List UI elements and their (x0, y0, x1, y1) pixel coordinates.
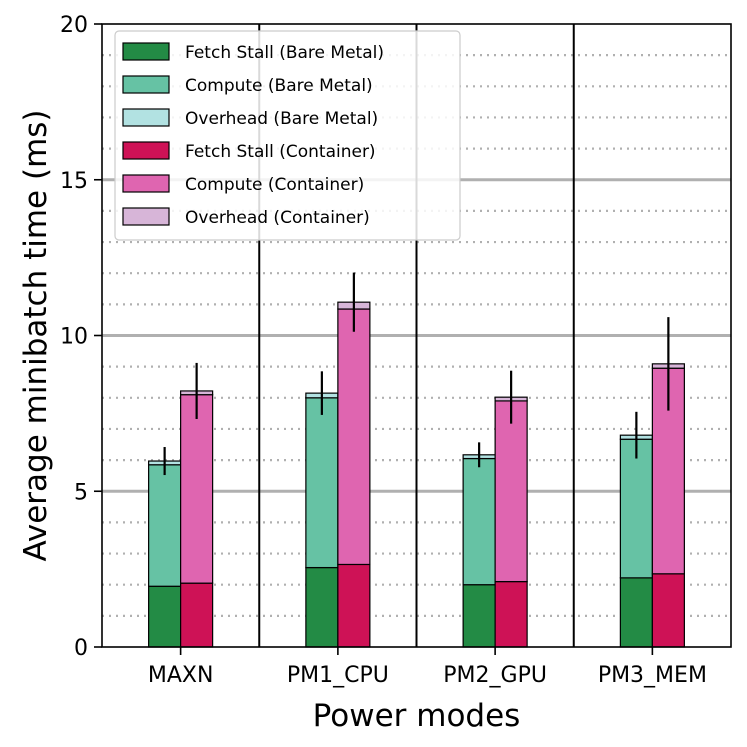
bar-fetch-stall-bare-metal (148, 585, 182, 648)
legend-swatch (122, 207, 170, 226)
x-tick-label: PM1_CPU (287, 663, 389, 688)
legend: Fetch Stall (Bare Metal) Compute (Bare Me… (114, 30, 461, 241)
y-tick-label: 20 (60, 13, 88, 38)
bar-fetch-stall-bare-metal (619, 577, 653, 648)
bar-compute-bare-metal (462, 457, 496, 586)
legend-box (114, 30, 461, 241)
legend-label: Compute (Container) (185, 175, 364, 195)
x-axis-title: Power modes (313, 698, 521, 734)
y-tick-label: 0 (74, 636, 88, 661)
bar-fetch-stall-container (180, 582, 214, 648)
y-axis-title: Average minibatch time (ms) (18, 109, 54, 561)
legend-label: Fetch Stall (Container) (185, 142, 376, 162)
x-tick-label: PM2_GPU (443, 663, 547, 688)
x-tick-label: MAXN (148, 663, 214, 688)
x-tick-label: PM3_MEM (598, 663, 707, 688)
bar-compute-container (180, 394, 214, 584)
legend-label: Overhead (Container) (185, 208, 370, 228)
bar-fetch-stall-container (337, 563, 371, 648)
bars-layer (148, 301, 685, 648)
legend-swatch (122, 42, 170, 61)
bar-fetch-stall-bare-metal (462, 584, 496, 648)
legend-swatch (122, 75, 170, 94)
legend-label: Overhead (Bare Metal) (185, 109, 378, 129)
bar-compute-container (494, 400, 528, 583)
error-bars-layer (163, 272, 670, 476)
axes-layer: 0 5 10 15 20 MAXN PM1_CPU PM2_GPU PM3_MEM (60, 13, 707, 688)
y-tick-label: 10 (60, 325, 88, 350)
bar-fetch-stall-container (494, 580, 528, 648)
bar-compute-bare-metal (619, 438, 653, 579)
bar-compute-bare-metal (148, 464, 182, 587)
legend-swatch (122, 108, 170, 127)
y-tick-label: 5 (74, 480, 88, 505)
legend-label: Fetch Stall (Bare Metal) (185, 43, 384, 63)
legend-label: Compute (Bare Metal) (185, 76, 373, 96)
bar-fetch-stall-bare-metal (305, 566, 339, 648)
bar-fetch-stall-container (651, 573, 685, 648)
bar-compute-bare-metal (305, 397, 339, 569)
bar-compute-container (337, 308, 371, 566)
legend-swatch (122, 174, 170, 193)
legend-swatch (122, 141, 170, 160)
y-tick-label: 15 (60, 169, 88, 194)
